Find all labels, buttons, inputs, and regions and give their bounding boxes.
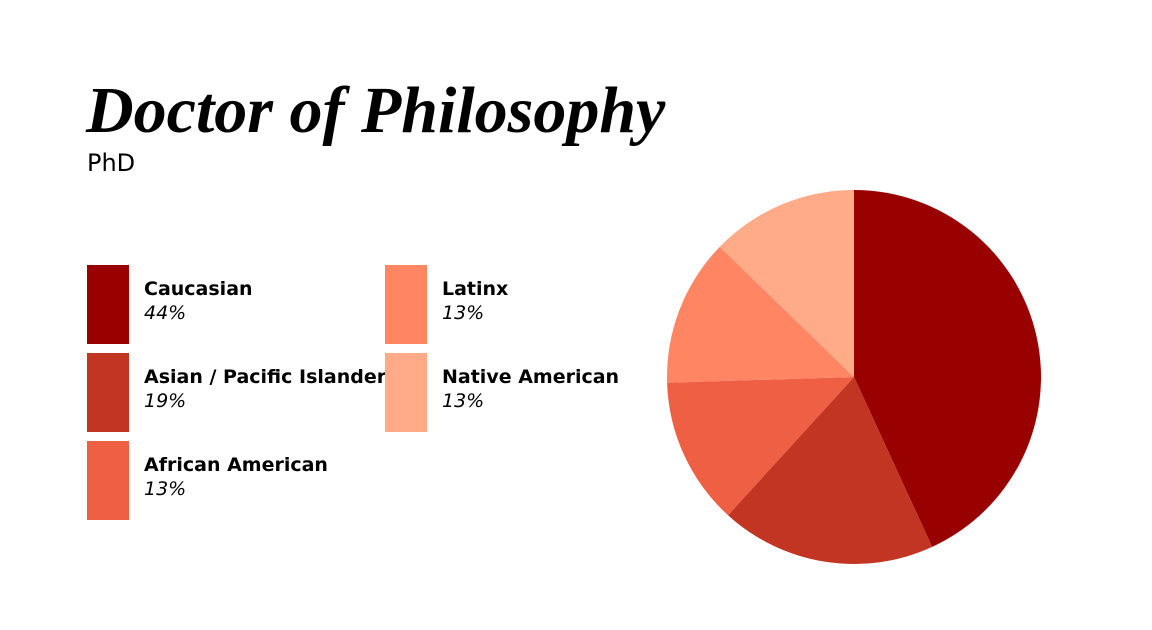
legend-value: 19% <box>144 390 186 412</box>
legend-value: 13% <box>144 478 186 500</box>
pie-slice <box>667 246 854 383</box>
chart-title: Doctor of Philosophy <box>85 74 666 147</box>
legend-swatch <box>87 265 129 344</box>
pie-slice <box>719 190 854 377</box>
legend-value: 13% <box>442 390 484 412</box>
chart-subtitle: PhD <box>87 149 135 177</box>
legend-swatch <box>385 353 427 432</box>
legend-swatch <box>87 441 129 520</box>
legend-swatch <box>87 353 129 432</box>
legend-label: Native American <box>442 366 619 388</box>
legend-label: Caucasian <box>144 278 253 300</box>
pie-slice <box>728 377 933 564</box>
legend-swatch <box>385 265 427 344</box>
pie-slice <box>854 190 1041 547</box>
legend-value: 13% <box>442 302 484 324</box>
legend-value: 44% <box>144 302 186 324</box>
legend-label: Latinx <box>442 278 508 300</box>
legend-label: African American <box>144 454 328 476</box>
pie-slice <box>667 377 854 516</box>
legend-label: Asian / Pacific Islander <box>144 366 387 388</box>
